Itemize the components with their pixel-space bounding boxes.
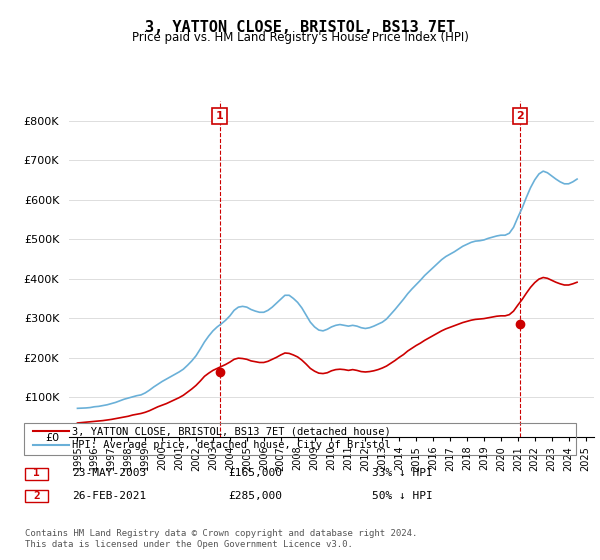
Text: 50% ↓ HPI: 50% ↓ HPI: [372, 491, 433, 501]
Text: £285,000: £285,000: [228, 491, 282, 501]
Text: 1: 1: [33, 468, 40, 478]
Text: HPI: Average price, detached house, City of Bristol: HPI: Average price, detached house, City…: [72, 440, 391, 450]
Text: 2: 2: [33, 491, 40, 501]
Text: 23-MAY-2003: 23-MAY-2003: [72, 468, 146, 478]
Text: Contains HM Land Registry data © Crown copyright and database right 2024.
This d: Contains HM Land Registry data © Crown c…: [25, 529, 418, 549]
Text: 26-FEB-2021: 26-FEB-2021: [72, 491, 146, 501]
Text: 3, YATTON CLOSE, BRISTOL, BS13 7ET (detached house): 3, YATTON CLOSE, BRISTOL, BS13 7ET (deta…: [72, 426, 391, 436]
Text: 2: 2: [516, 111, 524, 121]
Text: £165,000: £165,000: [228, 468, 282, 478]
Text: Price paid vs. HM Land Registry's House Price Index (HPI): Price paid vs. HM Land Registry's House …: [131, 31, 469, 44]
Text: 33% ↓ HPI: 33% ↓ HPI: [372, 468, 433, 478]
Text: 3, YATTON CLOSE, BRISTOL, BS13 7ET: 3, YATTON CLOSE, BRISTOL, BS13 7ET: [145, 20, 455, 35]
Text: 1: 1: [215, 111, 223, 121]
